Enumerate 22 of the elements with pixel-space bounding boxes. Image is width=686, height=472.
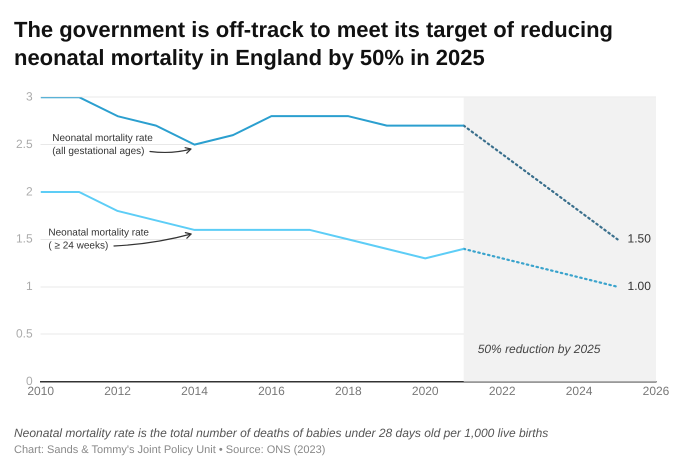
data-label: 1.00 (628, 279, 652, 294)
series-label: Neonatal mortality rate (all gestational ages) (52, 132, 154, 157)
text: Chart: Sands & Tommy's Joint Policy Unit • Source: ONS (2023) (14, 443, 326, 458)
x-tick-label: 2014 (181, 384, 208, 398)
data-label: 1.50 (628, 232, 652, 246)
x-tick-label: 2018 (334, 384, 362, 398)
x-tick-label: 2020 (412, 384, 439, 398)
y-tick-label: 3 (26, 90, 33, 104)
x-tick-label: 2026 (642, 384, 670, 398)
text: Neonatal mortality rate is the total number of deaths of babies under 28 days old per 1,000 live births (14, 425, 550, 442)
x-tick-label: 2024 (566, 384, 593, 398)
series-label: Neonatal mortality rate ( ≥ 24 weeks) (48, 228, 150, 252)
x-tick-label: 2016 (258, 384, 286, 398)
x-tick-label: 2012 (104, 384, 132, 398)
y-tick-label: 2.5 (16, 136, 33, 151)
y-tick-label: 1.5 (16, 232, 33, 246)
band-label: 50% reduction by 2025 (478, 342, 601, 356)
y-tick-label: 2 (26, 184, 33, 198)
x-tick-label: 2022 (488, 384, 516, 398)
y-tick-label: 0.5 (16, 326, 33, 341)
y-tick-label: 1 (26, 279, 33, 294)
chart-title: The government is off-track to meet its target of reducing neonatal mortality in England by 50% in 2025 (14, 16, 614, 72)
